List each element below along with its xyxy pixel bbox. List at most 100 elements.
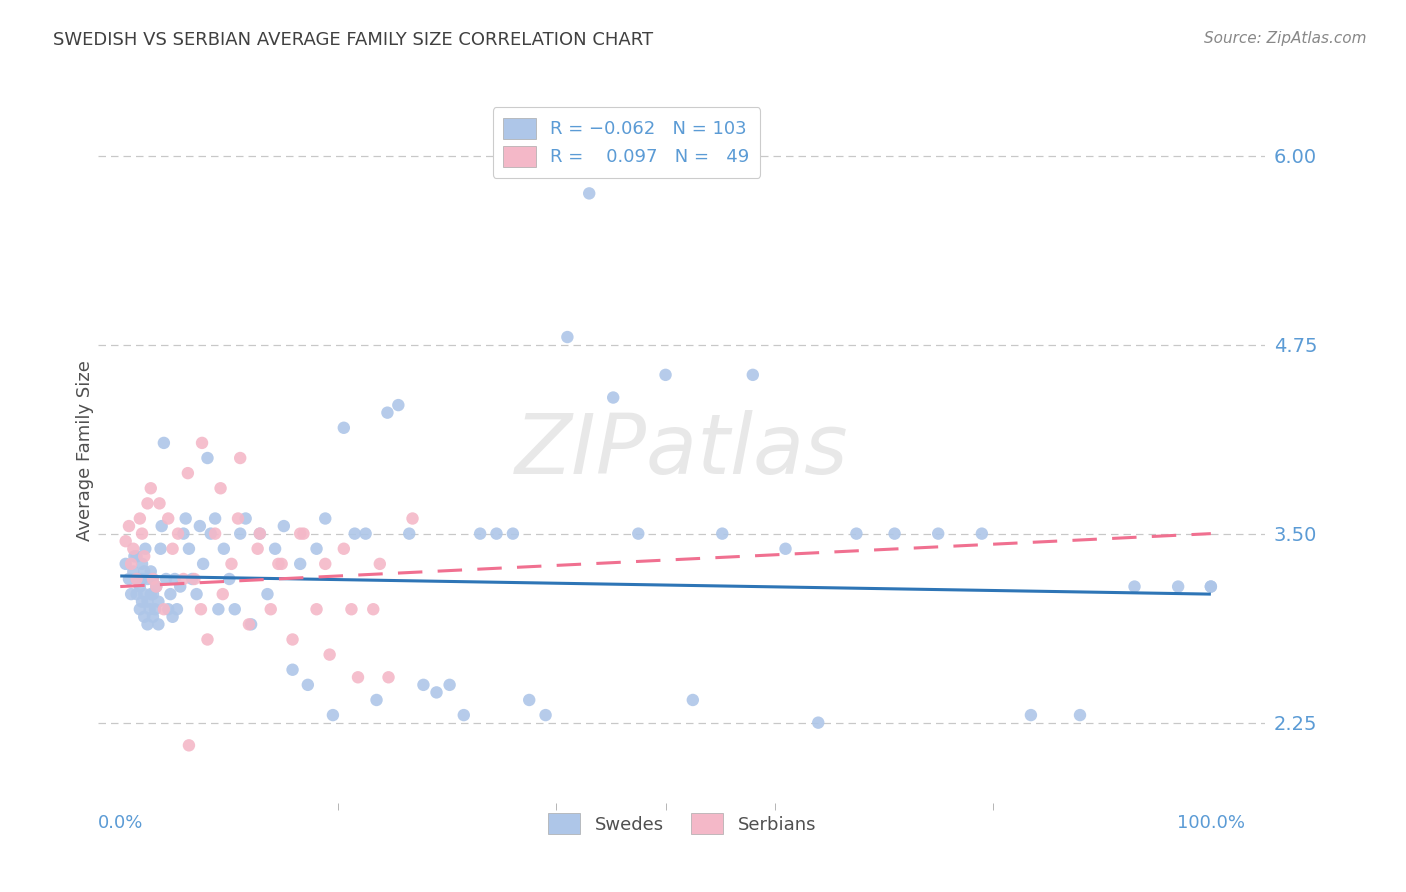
Point: [125, 572, 148, 586]
Point: [163, 572, 186, 586]
Point: [439, 678, 461, 692]
Point: [200, 526, 222, 541]
Point: [183, 572, 205, 586]
Point: [412, 678, 434, 692]
Point: [927, 526, 949, 541]
Point: [292, 526, 315, 541]
Point: [134, 587, 156, 601]
Point: [297, 678, 319, 692]
Point: [322, 708, 344, 723]
Point: [485, 526, 508, 541]
Point: [118, 519, 141, 533]
Point: [162, 541, 184, 556]
Point: [139, 565, 162, 579]
Point: [128, 580, 150, 594]
Point: [124, 549, 146, 564]
Point: [229, 526, 252, 541]
Point: [333, 421, 356, 435]
Point: [354, 526, 377, 541]
Point: [249, 526, 271, 541]
Point: [368, 557, 391, 571]
Point: [204, 526, 226, 541]
Point: [224, 602, 246, 616]
Point: [204, 511, 226, 525]
Point: [468, 526, 491, 541]
Text: SWEDISH VS SERBIAN AVERAGE FAMILY SIZE CORRELATION CHART: SWEDISH VS SERBIAN AVERAGE FAMILY SIZE C…: [53, 31, 654, 49]
Point: [741, 368, 763, 382]
Point: [281, 632, 304, 647]
Point: [162, 609, 184, 624]
Point: [181, 572, 204, 586]
Point: [226, 511, 249, 525]
Point: [366, 693, 388, 707]
Point: [333, 541, 356, 556]
Point: [191, 436, 214, 450]
Point: [157, 511, 180, 525]
Point: [229, 450, 252, 465]
Point: [142, 572, 165, 586]
Point: [153, 602, 176, 616]
Point: [114, 557, 136, 571]
Legend: Swedes, Serbians: Swedes, Serbians: [538, 805, 825, 843]
Point: [212, 541, 235, 556]
Point: [150, 519, 173, 533]
Point: [131, 572, 153, 586]
Point: [134, 549, 156, 564]
Point: [145, 580, 167, 594]
Point: [711, 526, 734, 541]
Point: [122, 541, 145, 556]
Point: [238, 617, 260, 632]
Point: [270, 557, 292, 571]
Point: [131, 557, 153, 571]
Point: [134, 565, 156, 579]
Point: [775, 541, 797, 556]
Point: [290, 526, 312, 541]
Point: [190, 602, 212, 616]
Point: [114, 534, 136, 549]
Point: [314, 557, 336, 571]
Point: [149, 541, 172, 556]
Point: [131, 526, 153, 541]
Point: [191, 557, 214, 571]
Point: [398, 526, 420, 541]
Point: [305, 541, 328, 556]
Point: [246, 541, 269, 556]
Point: [578, 186, 600, 201]
Point: [340, 602, 363, 616]
Point: [136, 617, 159, 632]
Point: [256, 587, 278, 601]
Point: [142, 572, 165, 586]
Point: [142, 609, 165, 624]
Point: [1199, 580, 1222, 594]
Point: [148, 496, 170, 510]
Y-axis label: Average Family Size: Average Family Size: [76, 360, 94, 541]
Point: [1199, 580, 1222, 594]
Point: [807, 715, 830, 730]
Point: [557, 330, 579, 344]
Point: [361, 602, 384, 616]
Point: [425, 685, 447, 699]
Point: [260, 602, 283, 616]
Point: [347, 670, 370, 684]
Point: [120, 587, 142, 601]
Point: [153, 436, 176, 450]
Point: [120, 557, 142, 571]
Point: [155, 572, 177, 586]
Point: [159, 587, 181, 601]
Point: [970, 526, 993, 541]
Point: [343, 526, 366, 541]
Point: [218, 572, 240, 586]
Point: [654, 368, 676, 382]
Point: [377, 670, 399, 684]
Point: [249, 526, 271, 541]
Point: [128, 511, 150, 525]
Point: [122, 565, 145, 579]
Point: [118, 572, 141, 586]
Point: [169, 580, 191, 594]
Point: [517, 693, 540, 707]
Point: [197, 632, 219, 647]
Point: [125, 572, 148, 586]
Point: [136, 572, 159, 586]
Point: [305, 602, 328, 616]
Point: [682, 693, 704, 707]
